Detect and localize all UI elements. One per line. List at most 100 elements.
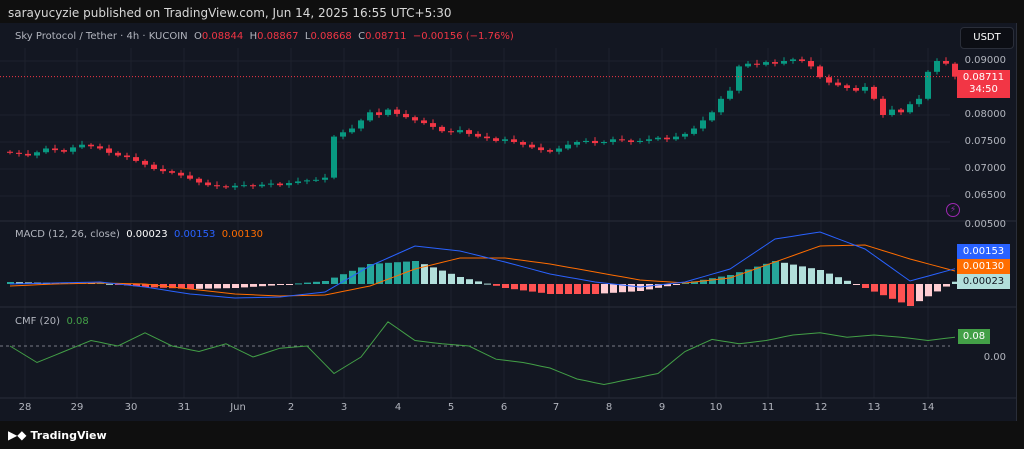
candle-body (592, 140, 598, 144)
candle-body (817, 66, 823, 78)
macd-histogram-bar (610, 284, 617, 293)
candle-body (781, 61, 787, 64)
candle-body (385, 109, 391, 115)
macd-histogram-bar (655, 284, 662, 288)
last-price-tag: 0.08711 34:50 (957, 70, 1010, 98)
candle-body (844, 85, 850, 88)
candle-body (250, 185, 256, 187)
candle-body (439, 126, 445, 132)
candle-body (151, 164, 157, 169)
macd-hist-value: 0.00023 (126, 229, 168, 240)
candle-body (367, 112, 373, 121)
open-label: O (194, 31, 202, 42)
time-tick: Jun (230, 402, 246, 413)
macd-histogram-bar (718, 276, 725, 284)
candle-body (745, 63, 751, 67)
macd-histogram-bar (223, 284, 230, 289)
macd-histogram-bar (592, 284, 599, 294)
candle-body (16, 152, 22, 154)
candle-body (691, 128, 697, 134)
candle-body (727, 90, 733, 99)
macd-legend: MACD (12, 26, close) 0.00023 0.00153 0.0… (15, 229, 263, 240)
macd-histogram-bar (628, 284, 635, 292)
macd-signal-line (9, 244, 956, 297)
macd-histogram-bar (934, 284, 941, 292)
candle-body (646, 139, 652, 141)
candle-body (196, 178, 202, 183)
macd-histogram-bar (259, 284, 266, 287)
candle-body (484, 136, 490, 139)
candle-body (34, 152, 40, 156)
macd-title: MACD (12, 26, close) (15, 229, 120, 240)
candle-body (772, 62, 778, 64)
macd-histogram-bar (277, 284, 284, 285)
time-tick: 8 (605, 402, 613, 413)
low-value: 0.08668 (310, 31, 352, 42)
macd-histogram-bar (133, 284, 140, 287)
last-price: 0.08711 (962, 72, 1005, 83)
candle-body (304, 180, 310, 182)
candle-body (574, 142, 580, 145)
candle-body (529, 144, 535, 148)
cmf-value: 0.08 (66, 316, 89, 327)
macd-histogram-bar (403, 261, 410, 284)
macd-histogram-bar (853, 284, 860, 285)
macd-histogram-bar (304, 282, 311, 284)
candle-body (457, 130, 463, 133)
candle-body (106, 148, 112, 153)
time-tick: 9 (658, 402, 666, 413)
macd-histogram-bar (862, 284, 869, 288)
price-tick: 0.09000 (964, 55, 1006, 66)
candle-body (826, 77, 832, 83)
macd-histogram-bar (574, 284, 581, 294)
macd-histogram-bar (322, 281, 329, 284)
candle-body (889, 109, 895, 115)
currency-button[interactable]: USDT (960, 27, 1014, 49)
candle-body (493, 138, 499, 141)
macd-histogram-bar (178, 284, 185, 289)
macd-histogram-bar (808, 268, 815, 284)
candle-body (718, 98, 724, 113)
macd-histogram-bar (241, 284, 248, 288)
macd-histogram-bar (349, 270, 356, 284)
candle-body (115, 152, 121, 156)
candle-body (619, 139, 625, 141)
macd-histogram-bar (619, 284, 626, 293)
candle-body (907, 104, 913, 113)
macd-histogram-bar (880, 284, 887, 296)
candle-body (700, 120, 706, 129)
candle-body (799, 59, 805, 61)
price-tick: 0.08000 (964, 109, 1006, 120)
candle-body (511, 139, 517, 142)
macd-histogram-bar (925, 284, 932, 297)
macd-histogram-bar (439, 270, 446, 284)
macd-histogram-bar (493, 284, 500, 286)
macd-histogram-bar (376, 263, 383, 284)
candle-body (610, 139, 616, 142)
candle-body (655, 137, 661, 140)
macd-histogram-bar (763, 263, 770, 284)
candle-body (502, 139, 508, 141)
macd-histogram-bar (799, 266, 806, 284)
candle-body (880, 98, 886, 115)
macd-histogram-bar (565, 284, 572, 294)
time-tick: 30 (124, 402, 138, 413)
macd-histogram-bar (511, 284, 518, 290)
macd-histogram-bar (16, 282, 23, 284)
tv-logo-icon: ▶◆ (8, 428, 27, 442)
macd-histogram-bar (169, 284, 176, 289)
published-caption: sarayucyzie published on TradingView.com… (8, 6, 452, 20)
macd-histogram-bar (457, 277, 464, 284)
candle-body (754, 63, 760, 65)
tradingview-logo[interactable]: ▶◆ TradingView (8, 428, 107, 442)
candle-body (124, 155, 130, 158)
candle-body (268, 183, 274, 185)
candle-body (673, 136, 679, 140)
high-label: H (249, 31, 258, 42)
candle-body (637, 140, 643, 142)
macd-histogram-bar (772, 261, 779, 284)
candle-body (169, 171, 175, 173)
lightning-icon[interactable]: ⚡ (946, 203, 960, 217)
macd-histogram-bar (538, 284, 545, 293)
